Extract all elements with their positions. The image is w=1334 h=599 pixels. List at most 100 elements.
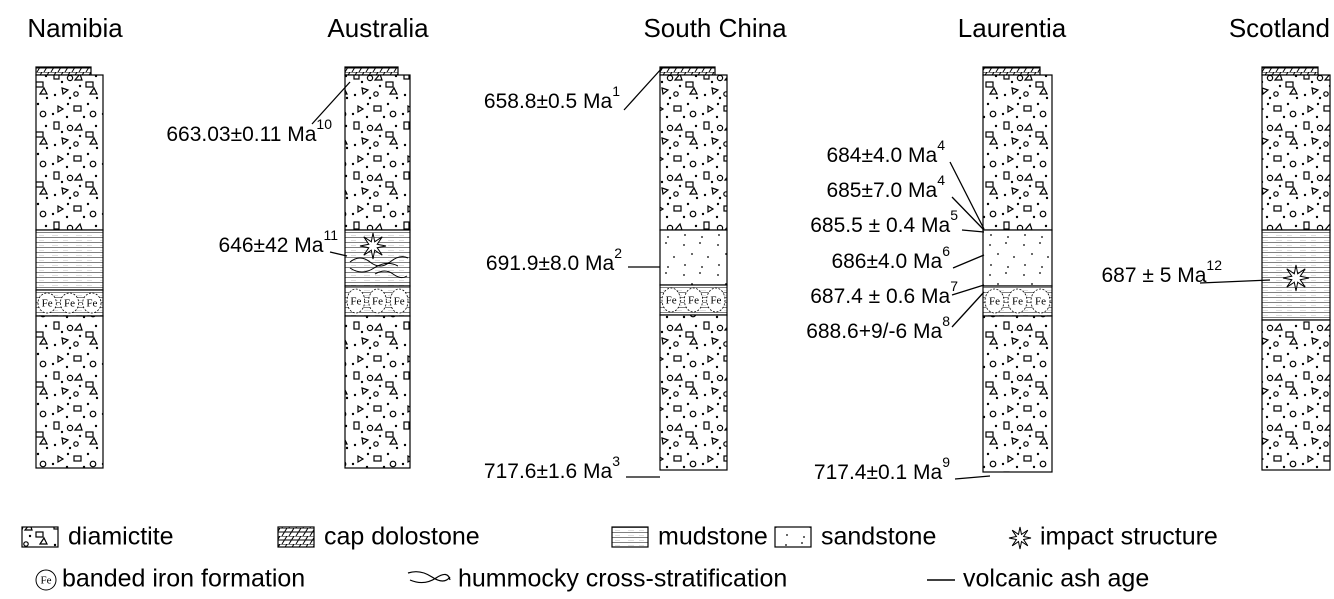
age-label: 717.6±1.6 Ma3 [484, 453, 620, 483]
fe-symbol: Fe [372, 296, 383, 308]
sand-layer [983, 230, 1052, 286]
age-ref: 6 [942, 243, 950, 259]
age-ref: 4 [937, 172, 945, 188]
mud-layer [36, 230, 103, 290]
fe-symbol: Fe [42, 298, 53, 310]
age-label: 691.9±8.0 Ma2 [486, 245, 622, 275]
dia-layer [36, 75, 103, 230]
age-value: 717.4±0.1 Ma [814, 461, 943, 484]
leader-line [1200, 280, 1270, 283]
age-ref: 4 [937, 137, 945, 153]
age-ref: 8 [942, 313, 950, 329]
legend-swatch [775, 527, 811, 547]
age-ref: 2 [614, 245, 622, 261]
dia-layer [1262, 320, 1330, 470]
column: Scotland 687 ± 5 Ma12 [1102, 13, 1331, 470]
age-ref: 12 [1206, 257, 1222, 273]
legend-label: volcanic ash age [963, 565, 1149, 593]
legend-hummocky [408, 572, 450, 583]
fe-symbol: Fe [64, 298, 75, 310]
impact-star [360, 233, 386, 259]
fe-symbol: Fe [989, 296, 1000, 308]
sand-layer [660, 230, 727, 285]
age-value: 663.03±0.11 Ma [166, 123, 316, 146]
dia-layer [660, 75, 727, 230]
dia-layer [983, 75, 1052, 230]
cap-layer [1262, 67, 1318, 75]
impact-star [1283, 265, 1309, 291]
impact-star [1009, 527, 1031, 549]
column-title: Scotland [1229, 13, 1330, 43]
age-ref: 5 [950, 207, 958, 223]
age-ref: 11 [323, 227, 338, 243]
legend-label: mudstone [658, 523, 768, 551]
legend: diamictite cap dolostone mudstone sandstone… [22, 523, 1218, 593]
diagram: diamictite cap dolostone mudstone sandstone… [0, 0, 1334, 599]
cap-layer [36, 67, 91, 75]
legend-label: hummocky cross-stratification [458, 565, 787, 593]
age-ref: 3 [612, 453, 620, 469]
age-label: 685±7.0 Ma4 [826, 172, 945, 202]
cap-layer [345, 67, 398, 75]
age-label: 663.03±0.11 Ma10 [166, 116, 332, 146]
age-label: 685.5 ± 0.4 Ma5 [810, 207, 958, 237]
dia-layer [345, 316, 410, 468]
age-value: 646±42 Ma [219, 234, 324, 257]
cap-layer [660, 67, 715, 75]
fe-symbol: Fe [394, 296, 405, 308]
leader-line [953, 255, 984, 268]
column: South China Fe Fe Fe 658.8±0.5 Ma1 691.9±8.0 … [484, 13, 787, 483]
fe-symbol: Fe [666, 295, 677, 307]
legend-swatch [278, 527, 314, 547]
dia-layer [660, 315, 727, 470]
fe-symbol: Fe [1012, 296, 1023, 308]
age-value: 686±4.0 Ma [831, 250, 942, 273]
age-value: 658.8±0.5 Ma [484, 90, 613, 113]
legend-label: diamictite [68, 523, 174, 551]
leader-line [955, 476, 990, 479]
age-value: 687 ± 5 Ma [1102, 264, 1207, 287]
age-label: 688.6+9/-6 Ma8 [806, 313, 950, 343]
age-ref: 7 [950, 278, 958, 294]
leader-line [952, 292, 984, 327]
age-value: 685±7.0 Ma [826, 179, 937, 202]
age-value: 691.9±8.0 Ma [486, 252, 615, 275]
legend-swatch [612, 527, 648, 547]
age-label: 686±4.0 Ma6 [831, 243, 950, 273]
fe-symbol: Fe [710, 295, 721, 307]
fe-symbol: Fe [1035, 296, 1046, 308]
cap-layer [983, 67, 1040, 75]
column-title: Australia [327, 13, 429, 43]
age-value: 684±4.0 Ma [826, 144, 937, 167]
column-title: Laurentia [958, 13, 1067, 43]
legend-label: impact structure [1040, 523, 1218, 551]
age-label: 646±42 Ma11 [219, 227, 339, 257]
leader-line [624, 68, 662, 110]
column-title: South China [643, 13, 787, 43]
column-title: Namibia [27, 13, 123, 43]
age-label: 658.8±0.5 Ma1 [484, 83, 620, 113]
legend-fe-symbol: Fe [41, 575, 52, 587]
age-ref: 10 [316, 116, 332, 132]
legend-label: banded iron formation [62, 565, 305, 593]
age-ref: 9 [942, 454, 950, 470]
fe-symbol: Fe [350, 296, 361, 308]
age-label: 687.4 ± 0.6 Ma7 [810, 278, 958, 308]
age-label: 717.4±0.1 Ma9 [814, 454, 950, 484]
dia-layer [1262, 75, 1330, 230]
legend-label: cap dolostone [324, 523, 480, 551]
legend-swatch [22, 527, 58, 547]
fe-symbol: Fe [86, 298, 97, 310]
legend-label: sandstone [821, 523, 936, 551]
age-value: 688.6+9/-6 Ma [806, 320, 942, 343]
dia-layer [345, 75, 410, 230]
age-value: 685.5 ± 0.4 Ma [810, 214, 950, 237]
column: Australia Fe Fe Fe 663.03±0.11 Ma10 646±42 Ma… [166, 13, 429, 468]
age-value: 717.6±1.6 Ma [484, 460, 613, 483]
fe-symbol: Fe [688, 295, 699, 307]
dia-layer [36, 316, 103, 468]
age-ref: 1 [612, 83, 620, 99]
leader-line [962, 230, 984, 232]
age-label: 684±4.0 Ma4 [826, 137, 945, 167]
